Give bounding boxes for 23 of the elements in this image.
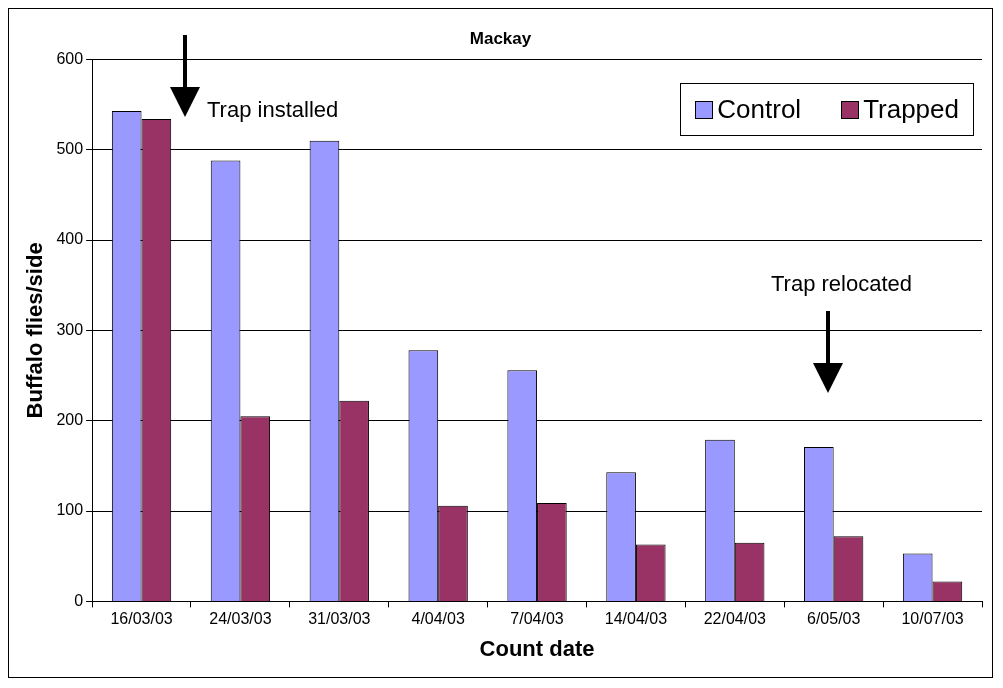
legend-label: Trapped xyxy=(863,94,959,125)
legend-label: Control xyxy=(717,94,802,125)
x-tick-label: 10/07/03 xyxy=(901,610,964,628)
x-axis-title: Count date xyxy=(479,635,595,661)
y-tick-label: 500 xyxy=(56,140,84,158)
annotation: Trap installed xyxy=(207,97,339,123)
x-tick-label: 24/03/03 xyxy=(209,610,272,628)
y-tick-label: 200 xyxy=(56,411,84,429)
x-tick-label: 22/04/03 xyxy=(703,610,767,628)
x-tick-label: 7/04/03 xyxy=(510,610,564,628)
y-tick-label: 600 xyxy=(56,49,84,67)
y-tick-label: 400 xyxy=(56,230,84,248)
x-tick-label: 4/04/03 xyxy=(411,610,465,628)
annotation: Trap relocated xyxy=(771,271,913,297)
y-tick-label: 300 xyxy=(56,320,84,338)
y-tick-label: 0 xyxy=(74,591,84,609)
chart-title: Mackay xyxy=(469,28,532,48)
x-tick-label: 6/05/03 xyxy=(806,610,861,628)
x-tick-label: 14/04/03 xyxy=(604,610,668,628)
x-tick-label: 31/03/03 xyxy=(308,610,371,628)
x-tick-label: 16/03/03 xyxy=(110,610,173,628)
y-axis-title: Buffalo flies/side xyxy=(22,242,48,419)
y-tick-label: 100 xyxy=(56,501,84,519)
